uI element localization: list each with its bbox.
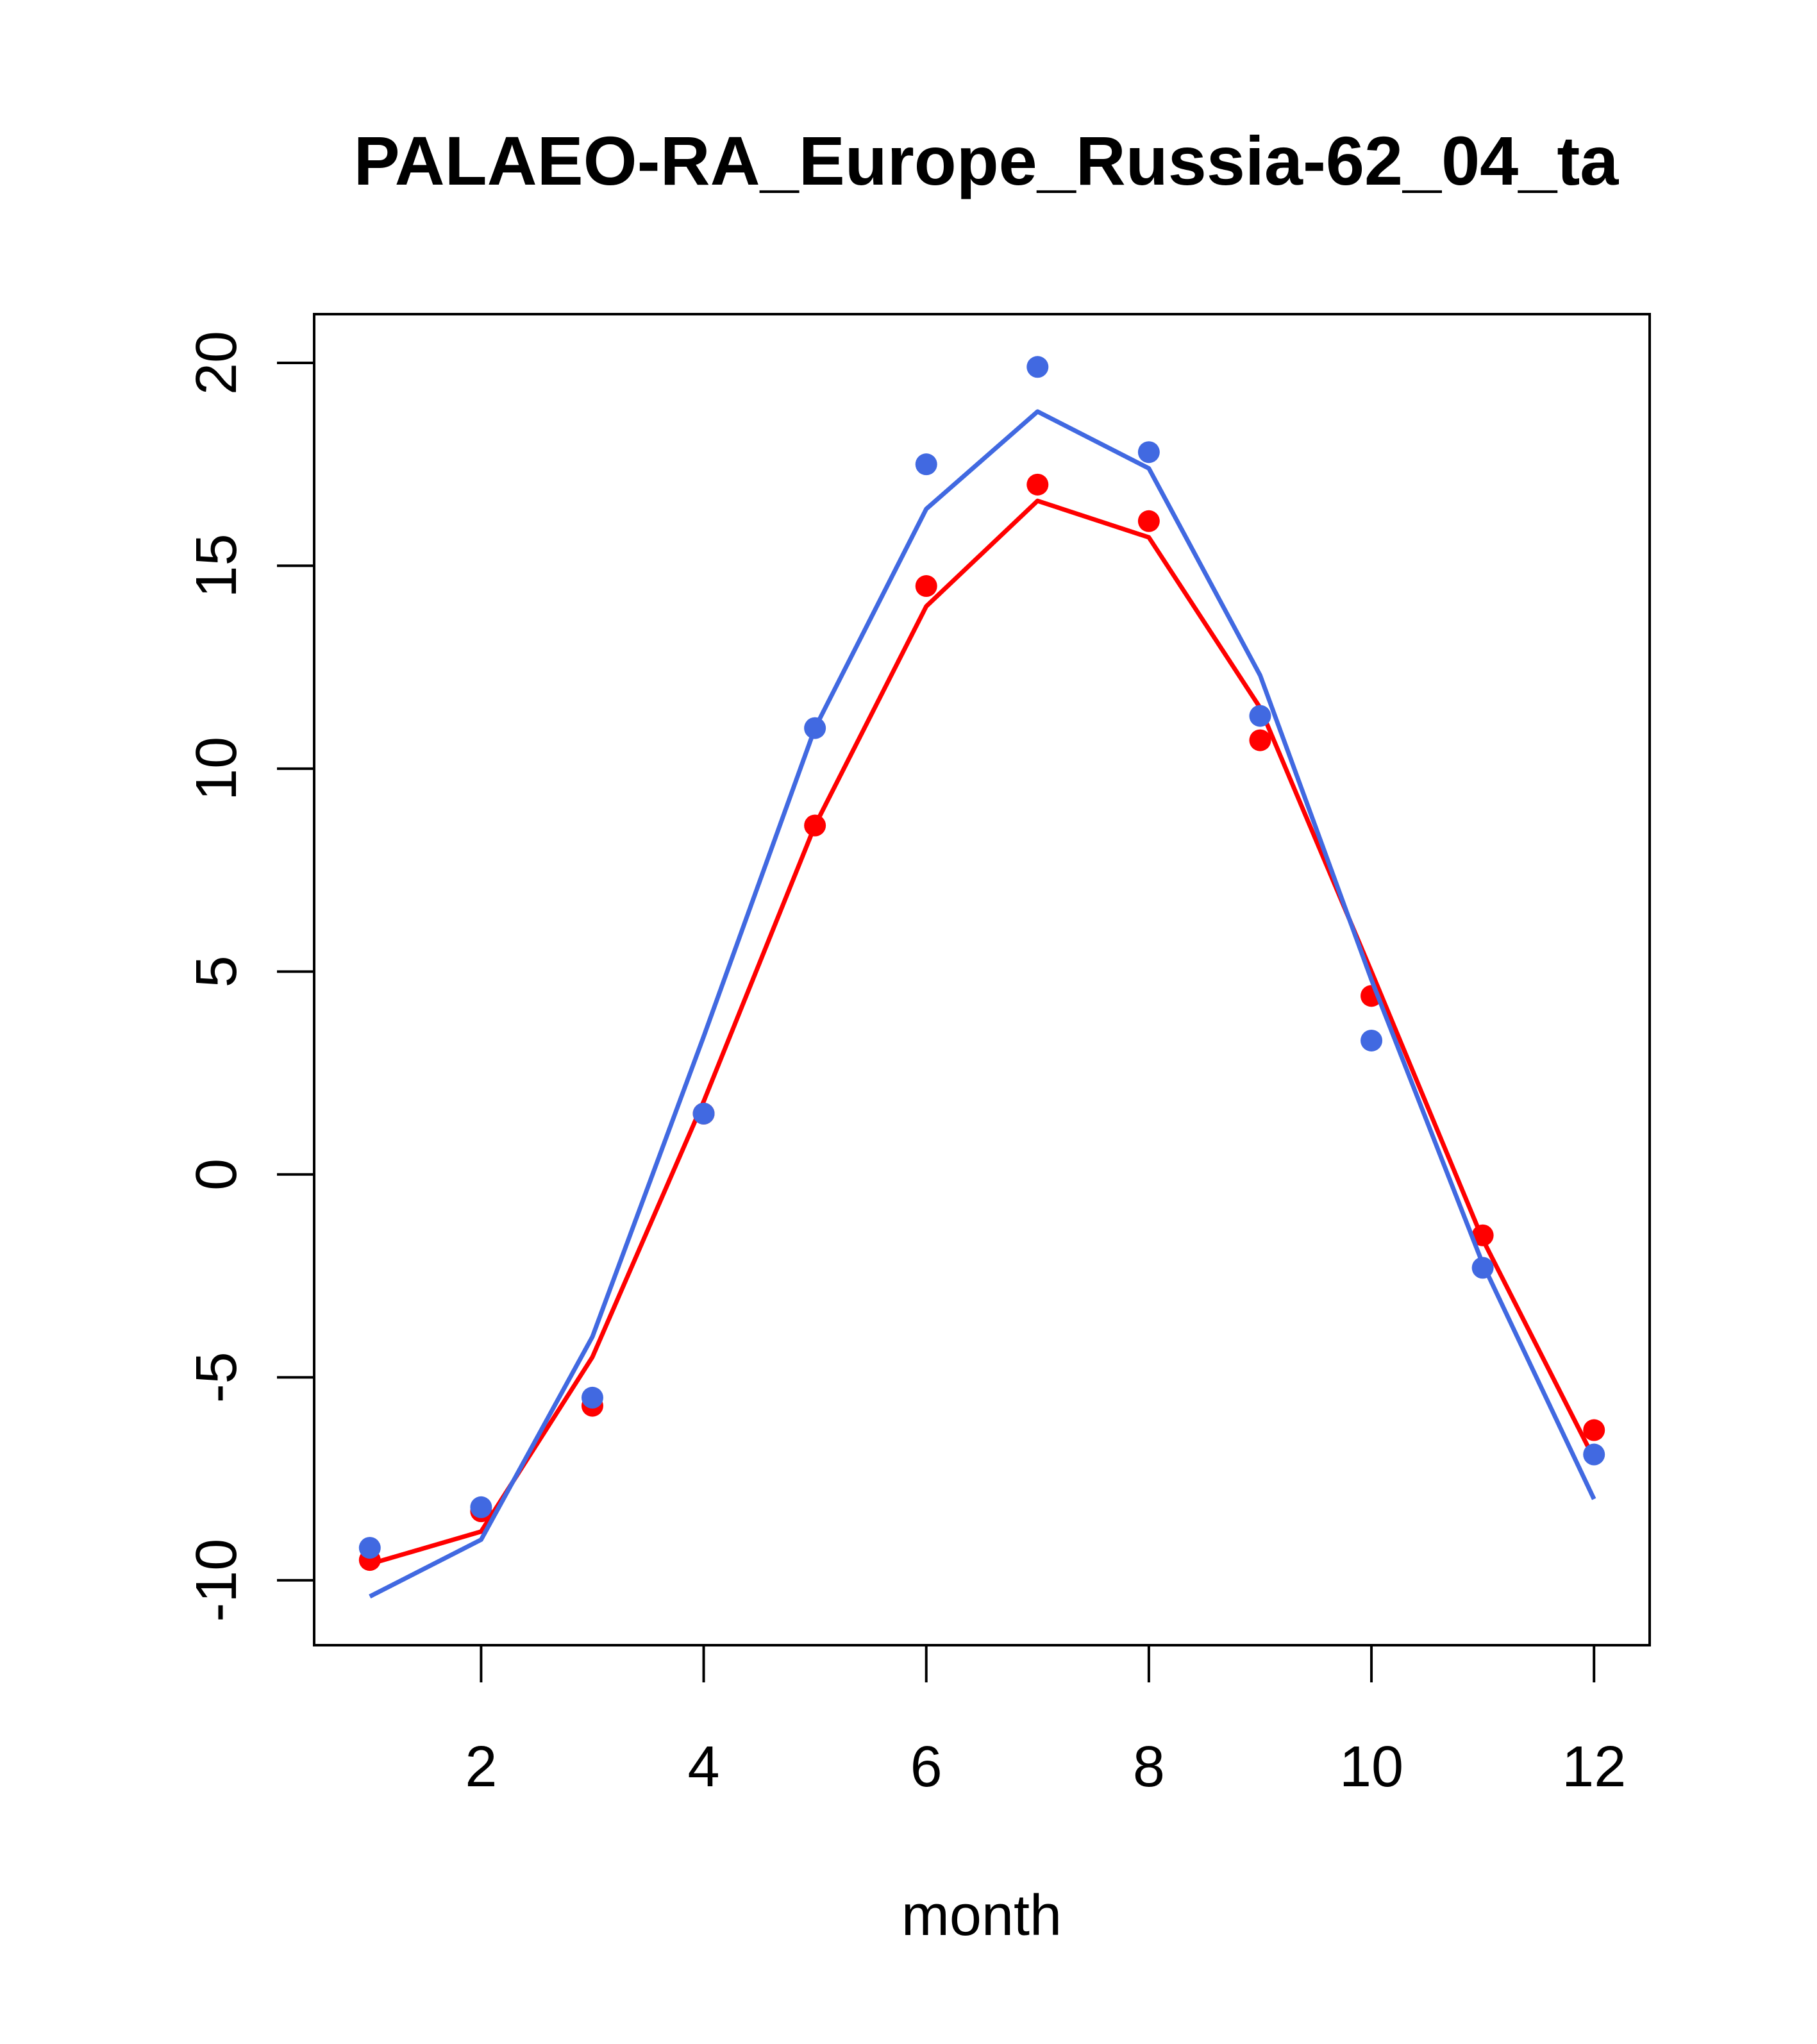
data-point (1583, 1443, 1605, 1466)
x-tick-label: 4 (688, 1735, 720, 1799)
data-point (1249, 705, 1271, 727)
data-point (1137, 510, 1160, 532)
data-point (1471, 1224, 1494, 1246)
data-point (470, 1496, 492, 1518)
x-axis-label: month (901, 1884, 1062, 1948)
series-line (369, 498, 1596, 1566)
chart-title: PALAEO-RA_Europe_Russia-62_04_ta (354, 122, 1620, 199)
series-layer (358, 356, 1605, 1599)
data-point (1026, 356, 1049, 378)
data-point (358, 1537, 381, 1559)
series-line (369, 409, 1596, 1599)
data-point (692, 1102, 715, 1125)
y-tick-label: -5 (185, 1352, 249, 1403)
data-point (1137, 441, 1160, 464)
y-tick-label: 15 (185, 533, 249, 598)
series-2 (358, 356, 1605, 1599)
data-point (1249, 729, 1271, 751)
x-tick-label: 10 (1339, 1735, 1403, 1799)
data-point (915, 575, 937, 598)
y-tick-label: 5 (185, 955, 249, 987)
data-point (581, 1386, 603, 1409)
y-tick-label: 0 (185, 1159, 249, 1191)
x-tick-label: 12 (1562, 1735, 1626, 1799)
data-point (1026, 473, 1049, 496)
y-tick-label: 10 (185, 737, 249, 801)
data-point (1471, 1257, 1494, 1279)
data-point (1583, 1419, 1605, 1441)
series-1 (358, 473, 1605, 1571)
plot-frame (313, 313, 1651, 1646)
x-tick-label: 8 (1133, 1735, 1165, 1799)
y-tick-label: -10 (185, 1539, 249, 1622)
data-point (915, 453, 937, 476)
x-axis: 2 4 6 8 10 12 (465, 1644, 1626, 1799)
x-tick-label: 2 (465, 1735, 497, 1799)
data-point (1361, 1029, 1383, 1051)
x-tick-label: 6 (910, 1735, 942, 1799)
data-point (804, 717, 826, 739)
y-axis: -10 -5 0 5 10 15 20 (185, 331, 315, 1622)
y-tick-label: 20 (185, 331, 249, 395)
data-point (804, 814, 826, 837)
